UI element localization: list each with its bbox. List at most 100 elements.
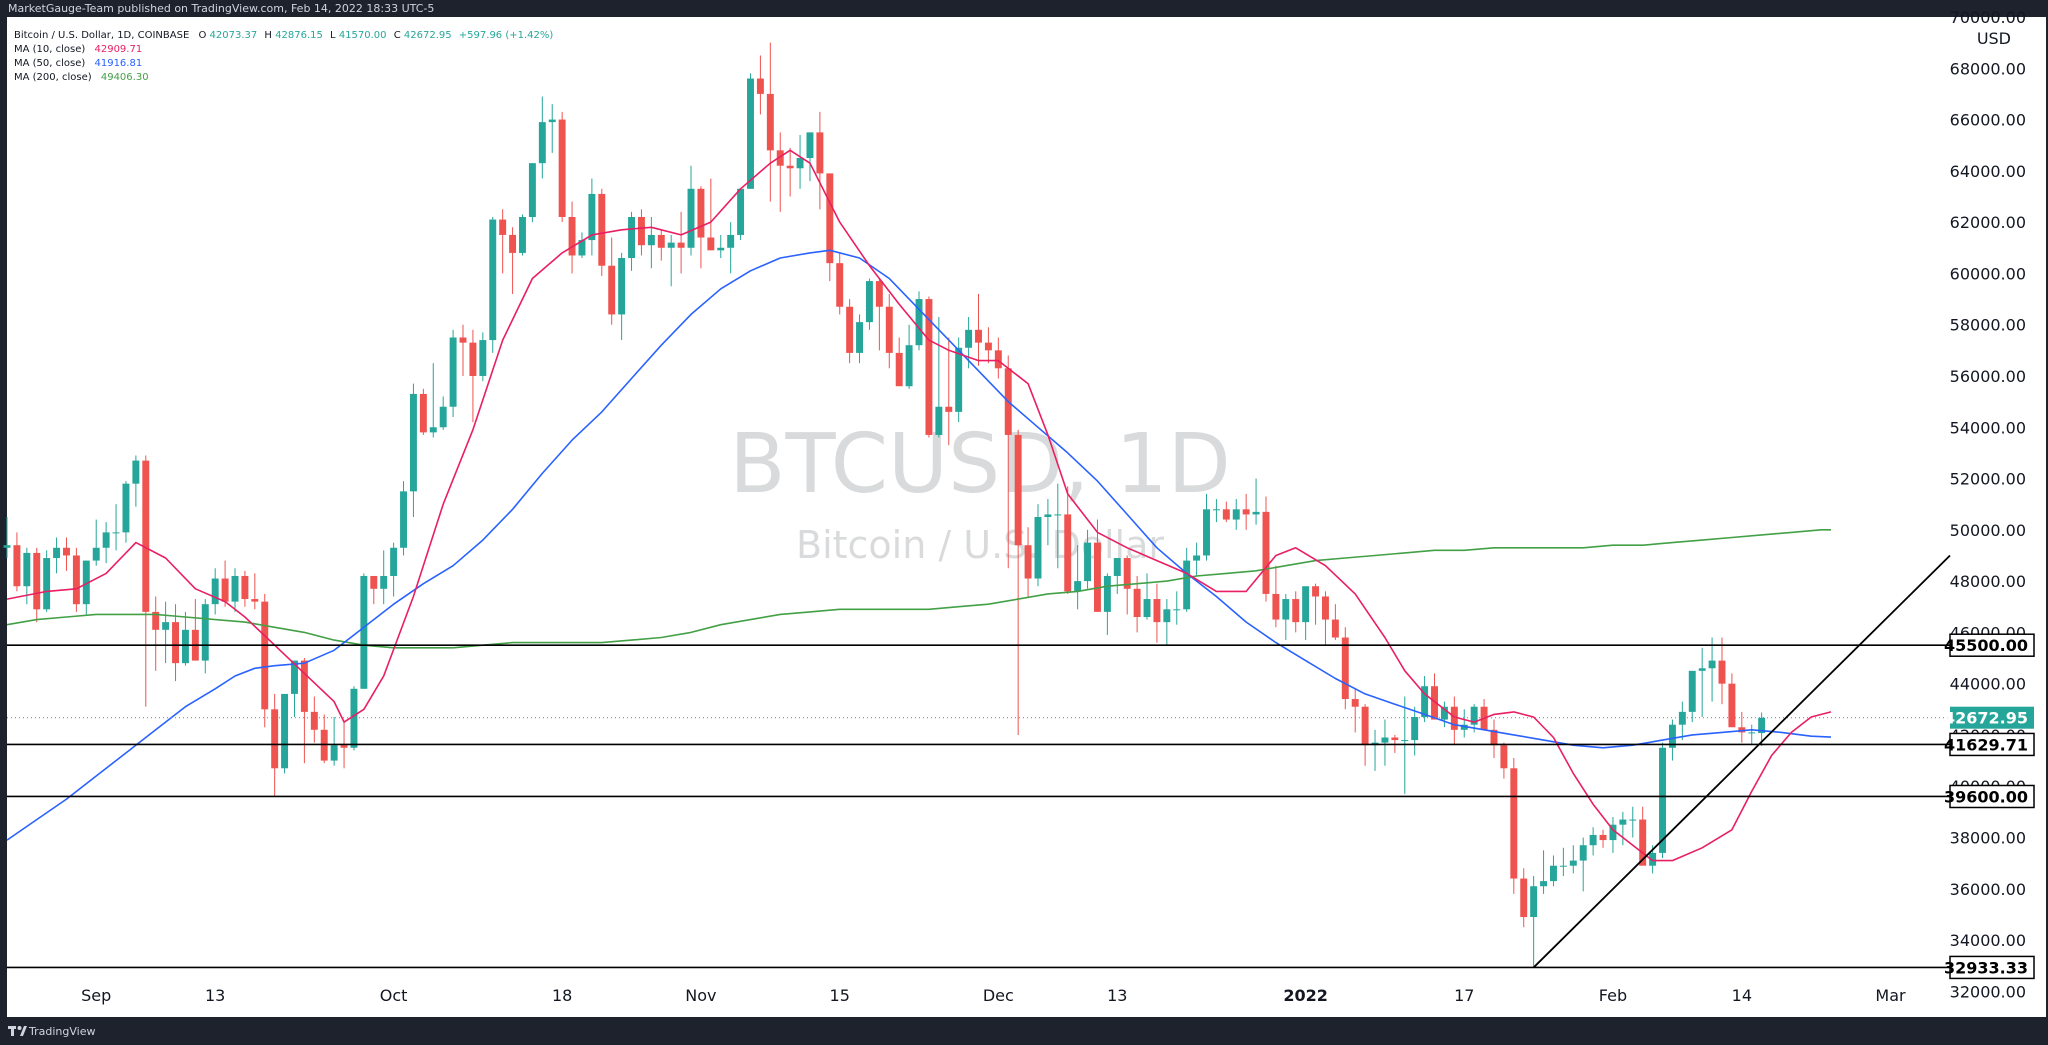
- candle: [370, 575, 378, 605]
- candle: [1639, 806, 1647, 866]
- y-tick-label: 56000.00: [1950, 367, 2026, 386]
- candle-body: [1629, 819, 1637, 821]
- candle: [241, 570, 249, 607]
- candle-body: [1054, 514, 1062, 516]
- y-tick-label: 50000.00: [1950, 521, 2026, 540]
- last-price-tag-box: [1950, 706, 2034, 729]
- candle: [1440, 701, 1448, 728]
- candle: [945, 337, 953, 446]
- candle-body: [499, 219, 507, 235]
- y-tick-label: 44000.00: [1950, 675, 2026, 694]
- legend-ma200-label: MA (200, close): [14, 72, 92, 83]
- x-tick-label: Nov: [685, 986, 716, 1005]
- candle-body: [1500, 745, 1508, 769]
- candle: [1431, 673, 1438, 720]
- candle: [984, 327, 992, 364]
- candle: [1133, 575, 1141, 633]
- candle-body: [1411, 717, 1419, 741]
- candle: [1341, 627, 1349, 710]
- candle-body: [727, 234, 735, 248]
- candle-body: [1668, 724, 1676, 748]
- candle-body: [33, 552, 41, 610]
- level-price-tag-label: 41629.71: [1944, 735, 2028, 754]
- candle-body: [1589, 834, 1597, 846]
- candle: [756, 55, 764, 115]
- candle-body: [360, 575, 368, 689]
- candle: [1272, 565, 1280, 628]
- candle-body: [162, 622, 170, 630]
- candle: [955, 337, 963, 423]
- candle-body: [588, 193, 596, 241]
- candle: [92, 519, 100, 566]
- candle: [1222, 501, 1230, 523]
- candle: [588, 178, 596, 256]
- publisher-note: MarketGauge-Team published on TradingVie…: [8, 2, 434, 15]
- candle-body: [1708, 660, 1716, 669]
- candle: [637, 209, 645, 256]
- candle: [1153, 583, 1161, 643]
- candle: [1728, 673, 1736, 728]
- candle-body: [915, 299, 923, 346]
- candle-body: [935, 406, 943, 435]
- candle: [1718, 637, 1726, 705]
- candle: [766, 42, 774, 202]
- candle: [856, 314, 864, 364]
- time-axis[interactable]: Sep 13 Oct 18 Nov 15 Dec 13 2022 17 Feb 14 Mar: [81, 986, 1906, 1005]
- candle: [1331, 604, 1339, 641]
- candle-body: [1203, 509, 1210, 556]
- candle: [43, 550, 51, 612]
- candle-body: [1044, 514, 1052, 517]
- price-tags: 45500.00 41629.71 39600.00 32933.33 42672.95: [1944, 633, 2035, 980]
- candle: [1262, 496, 1270, 602]
- candle: [548, 104, 556, 153]
- candle: [1520, 868, 1528, 928]
- tradingview-brand[interactable]: TradingView: [8, 1025, 95, 1038]
- candle-body: [400, 491, 408, 548]
- candle-body: [459, 337, 467, 343]
- candle-body: [1718, 660, 1726, 684]
- x-tick-label: Oct: [380, 986, 408, 1005]
- candle: [1629, 806, 1637, 838]
- candle-body: [1520, 878, 1528, 917]
- candle-body: [479, 340, 487, 376]
- candle: [1490, 719, 1498, 759]
- candle-body: [796, 158, 804, 169]
- candle: [459, 324, 467, 376]
- candle: [905, 324, 913, 389]
- candle-body: [1530, 886, 1538, 917]
- candle: [1183, 547, 1191, 612]
- candle-body: [1738, 727, 1746, 733]
- candle: [1143, 573, 1151, 620]
- candle-body: [568, 217, 576, 256]
- candle-body: [281, 693, 289, 769]
- y-tick-label: 58000.00: [1950, 316, 2026, 335]
- candle-body: [1450, 706, 1458, 730]
- candle: [1698, 647, 1706, 717]
- legend-low-value: 41570.00: [339, 30, 387, 41]
- candle-body: [211, 578, 219, 605]
- watermark: BTCUSD, 1D Bitcoin / U.S. Dollar: [729, 417, 1230, 567]
- plot-background[interactable]: [7, 17, 2046, 1017]
- candle-body: [122, 483, 130, 533]
- candle: [697, 186, 705, 269]
- legend-close-value: 42672.95: [404, 30, 452, 41]
- candle: [1093, 519, 1101, 612]
- candle-body: [409, 393, 417, 492]
- candle: [1678, 701, 1686, 741]
- candle-body: [1549, 865, 1557, 882]
- candle-body: [538, 122, 546, 164]
- legend-ma50: MA (50, close) 41916.81: [14, 58, 142, 69]
- candle: [1688, 670, 1696, 723]
- candle: [489, 217, 497, 353]
- candle: [568, 201, 576, 274]
- legend-ma200-value: 49406.30: [101, 72, 149, 83]
- candle: [994, 337, 1002, 379]
- candle-body: [1341, 637, 1349, 700]
- candle-body: [1074, 581, 1082, 592]
- candle: [499, 209, 507, 274]
- candle-body: [241, 575, 249, 600]
- candle-body: [1093, 542, 1101, 612]
- candle-body: [1440, 706, 1448, 720]
- legend-open-value: 42073.37: [210, 30, 258, 41]
- x-tick-label: Mar: [1875, 986, 1906, 1005]
